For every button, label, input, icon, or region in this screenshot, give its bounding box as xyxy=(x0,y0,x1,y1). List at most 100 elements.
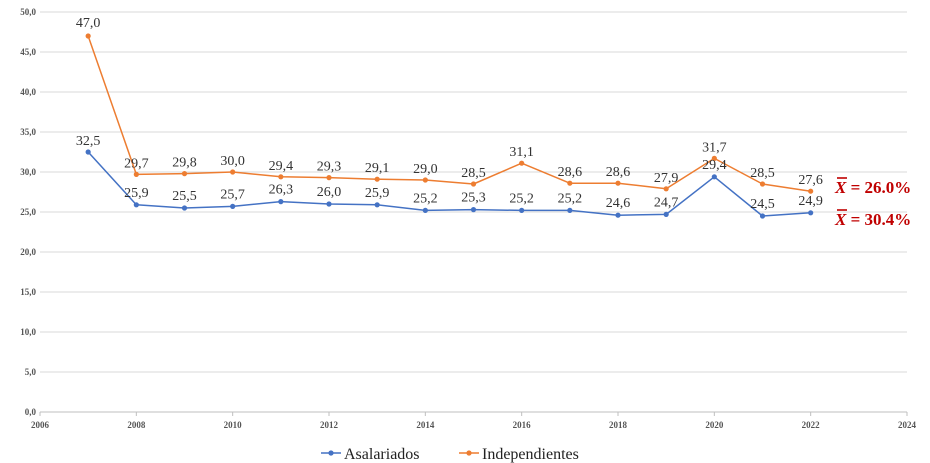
data-point-asalariados xyxy=(230,203,236,209)
data-label-asalariados: 26,0 xyxy=(317,185,342,200)
legend: Asalariados Independientes xyxy=(321,446,579,463)
data-point-asalariados xyxy=(663,211,669,217)
data-point-asalariados xyxy=(422,207,428,213)
data-label-asalariados: 25,3 xyxy=(461,191,486,206)
svg-text:X = 26.0%: X = 26.0% xyxy=(834,178,911,197)
data-point-independientes xyxy=(808,188,814,194)
data-label-independientes: 28,6 xyxy=(558,165,583,180)
data-point-independientes xyxy=(326,175,332,181)
data-point-asalariados xyxy=(85,149,91,155)
y-tick-label: 35,0 xyxy=(20,127,36,137)
data-point-independientes xyxy=(85,33,91,39)
data-label-asalariados: 24,9 xyxy=(798,194,823,209)
data-label-independientes: 30,0 xyxy=(220,154,245,169)
data-label-asalariados: 25,9 xyxy=(124,186,149,201)
y-tick-label: 40,0 xyxy=(20,87,36,97)
data-point-independientes xyxy=(615,180,621,186)
data-point-independientes xyxy=(422,177,428,183)
data-point-asalariados xyxy=(808,210,814,216)
mean-annotation-independientes: X = 30.4% xyxy=(834,209,911,229)
data-point-independientes xyxy=(663,186,669,192)
x-tick-label: 2008 xyxy=(127,420,146,430)
data-label-asalariados: 29,4 xyxy=(702,158,727,173)
legend-marker-asalariados xyxy=(328,450,334,456)
data-point-asalariados xyxy=(567,207,573,213)
x-bar-symbol: X xyxy=(834,178,847,197)
data-label-asalariados: 25,7 xyxy=(220,187,245,202)
data-label-independientes: 29,7 xyxy=(124,156,149,171)
data-point-asalariados xyxy=(711,174,717,180)
y-tick-label: 10,0 xyxy=(20,327,36,337)
x-bar-symbol: X xyxy=(834,210,847,229)
data-label-independientes: 47,0 xyxy=(76,16,101,31)
data-label-independientes: 29,8 xyxy=(172,156,197,171)
mean-value-text: = 30.4% xyxy=(846,210,911,229)
data-point-independientes xyxy=(374,176,380,182)
data-label-independientes: 29,0 xyxy=(413,162,438,177)
data-label-independientes: 27,6 xyxy=(798,173,823,188)
data-labels: 32,5 25,9 25,5 25,7 26,3 26,0 25,9 25,2 25,3 25,2… xyxy=(76,16,823,212)
data-point-asalariados xyxy=(278,199,284,205)
data-label-asalariados: 25,2 xyxy=(558,191,583,206)
y-tick-label: 50,0 xyxy=(20,7,36,17)
data-point-asalariados xyxy=(133,202,139,208)
series-group xyxy=(85,33,814,219)
x-tick-label: 2024 xyxy=(898,420,917,430)
y-tick-label: 15,0 xyxy=(20,287,36,297)
data-point-independientes xyxy=(181,171,188,177)
x-tick-label: 2010 xyxy=(224,420,243,430)
data-label-independientes: 29,4 xyxy=(269,159,294,174)
data-label-independientes: 28,5 xyxy=(750,166,775,181)
data-point-asalariados xyxy=(181,205,188,211)
data-point-independientes xyxy=(567,180,573,186)
y-tick-label: 20,0 xyxy=(20,247,36,257)
series-line-independientes xyxy=(87,35,811,192)
data-label-independientes: 28,5 xyxy=(461,166,486,181)
y-tick-label: 30,0 xyxy=(20,167,36,177)
data-label-asalariados: 24,5 xyxy=(750,197,775,212)
y-tick-label: 25,0 xyxy=(20,207,36,217)
data-point-independientes xyxy=(278,174,284,180)
x-tick-label: 2006 xyxy=(31,420,50,430)
y-tick-label: 0,0 xyxy=(25,407,37,417)
data-point-independientes xyxy=(711,155,717,161)
data-point-independientes xyxy=(230,169,236,175)
data-point-independientes xyxy=(519,160,525,166)
data-label-independientes: 27,9 xyxy=(654,171,679,186)
data-label-asalariados: 25,2 xyxy=(413,191,438,206)
data-point-independientes xyxy=(759,181,766,187)
legend-item-independientes: Independientes xyxy=(459,446,579,463)
data-label-independientes: 31,7 xyxy=(702,140,727,155)
data-label-asalariados: 25,5 xyxy=(172,189,197,204)
y-tick-label: 45,0 xyxy=(20,47,36,57)
data-label-independientes: 28,6 xyxy=(606,165,631,180)
legend-marker-independientes xyxy=(466,450,472,456)
data-label-asalariados: 24,6 xyxy=(606,196,631,211)
data-label-independientes: 29,3 xyxy=(317,160,342,175)
data-label-independientes: 29,1 xyxy=(365,161,390,176)
data-point-asalariados xyxy=(470,207,477,213)
data-label-asalariados: 25,9 xyxy=(365,186,390,201)
legend-label-asalariados: Asalariados xyxy=(344,446,420,463)
data-label-asalariados: 32,5 xyxy=(76,134,101,149)
data-point-independientes xyxy=(133,171,139,177)
x-tick-label: 2016 xyxy=(513,420,532,430)
x-tick-label: 2014 xyxy=(416,420,435,430)
data-label-asalariados: 25,2 xyxy=(509,191,534,206)
legend-label-independientes: Independientes xyxy=(482,446,579,463)
x-tick-label: 2020 xyxy=(705,420,724,430)
x-tick-label: 2018 xyxy=(609,420,628,430)
data-point-independientes xyxy=(470,181,477,187)
data-point-asalariados xyxy=(374,202,380,208)
data-point-asalariados xyxy=(519,207,525,213)
legend-item-asalariados: Asalariados xyxy=(321,446,420,463)
data-label-asalariados: 26,3 xyxy=(269,183,294,198)
axes: 0,0 5,0 10,0 15,0 20,0 25,0 30,0 35,0 40,0 45,0 50… xyxy=(20,7,916,430)
mean-annotation-asalariados: X = 26.0% xyxy=(834,177,911,197)
svg-text:X = 30.4%: X = 30.4% xyxy=(834,210,911,229)
data-point-asalariados xyxy=(615,212,621,218)
x-tick-label: 2012 xyxy=(320,420,339,430)
data-point-asalariados xyxy=(326,201,332,207)
x-tick-label: 2022 xyxy=(802,420,821,430)
